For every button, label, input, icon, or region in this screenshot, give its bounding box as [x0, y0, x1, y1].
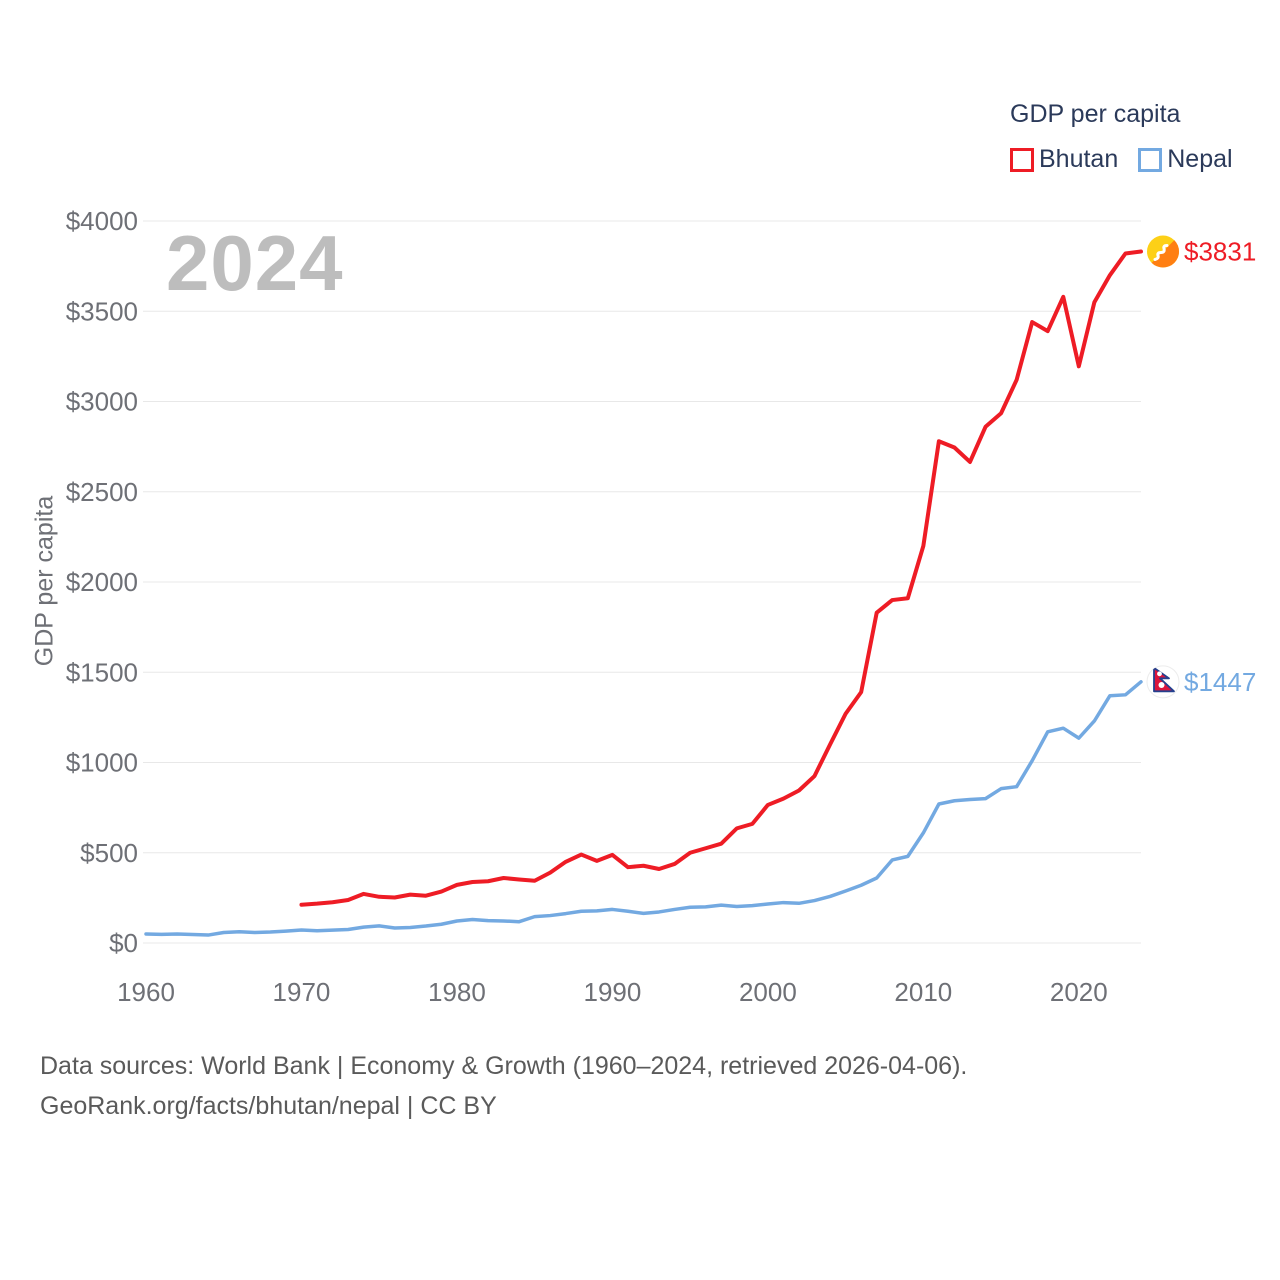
y-tick-label: $3500 — [66, 296, 138, 326]
y-tick-label: $0 — [109, 928, 138, 958]
bhutan-flag-icon — [1147, 235, 1179, 268]
year-watermark: 2024 — [166, 219, 344, 307]
bhutan-end-value-label: $3831 — [1184, 237, 1256, 267]
legend-items: Bhutan Nepal — [1010, 145, 1233, 174]
footer: Data sources: World Bank | Economy & Gro… — [40, 1046, 967, 1126]
nepal-line — [144, 680, 1143, 937]
nepal-end-value-label: $1447 — [1184, 667, 1256, 697]
legend: GDP per capita Bhutan Nepal — [1010, 100, 1233, 174]
x-tick-label: 2010 — [894, 977, 952, 1007]
legend-item-nepal[interactable]: Nepal — [1138, 145, 1233, 174]
bhutan-line — [299, 249, 1143, 907]
footer-attribution-line: GeoRank.org/facts/bhutan/nepal | CC BY — [40, 1092, 497, 1120]
gridlines — [143, 220, 1141, 944]
series-lines — [144, 249, 1143, 937]
y-tick-label: $2000 — [66, 567, 138, 597]
y-axis-tick-labels: $0 $500 $1000 $1500 $2000 $2500 $3000 $3500 $400… — [66, 206, 138, 958]
legend-item-bhutan[interactable]: Bhutan — [1010, 145, 1118, 174]
legend-label-nepal: Nepal — [1167, 145, 1233, 173]
nepal-flag-icon — [1146, 665, 1180, 699]
legend-label-bhutan: Bhutan — [1039, 145, 1119, 173]
y-tick-label: $1000 — [66, 748, 138, 778]
x-tick-label: 1980 — [428, 977, 486, 1007]
footer-sources-line: Data sources: World Bank | Economy & Gro… — [40, 1052, 968, 1080]
y-tick-label: $3000 — [66, 387, 138, 417]
x-tick-label: 2020 — [1050, 977, 1108, 1007]
y-tick-label: $2500 — [66, 477, 138, 507]
x-tick-label: 2000 — [739, 977, 797, 1007]
bhutan-series-swatch — [1010, 147, 1034, 172]
y-tick-label: $500 — [80, 838, 138, 868]
nepal-series-swatch — [1138, 147, 1163, 172]
x-tick-label: 1970 — [273, 977, 331, 1007]
x-tick-label: 1990 — [583, 977, 641, 1007]
x-axis-tick-labels: 1960 1970 1980 1990 2000 2010 2020 — [117, 977, 1108, 1007]
y-tick-label: $1500 — [66, 657, 138, 687]
legend-title: GDP per capita — [1010, 100, 1181, 128]
y-tick-label: $4000 — [66, 206, 138, 236]
x-tick-label: 1960 — [117, 977, 175, 1007]
